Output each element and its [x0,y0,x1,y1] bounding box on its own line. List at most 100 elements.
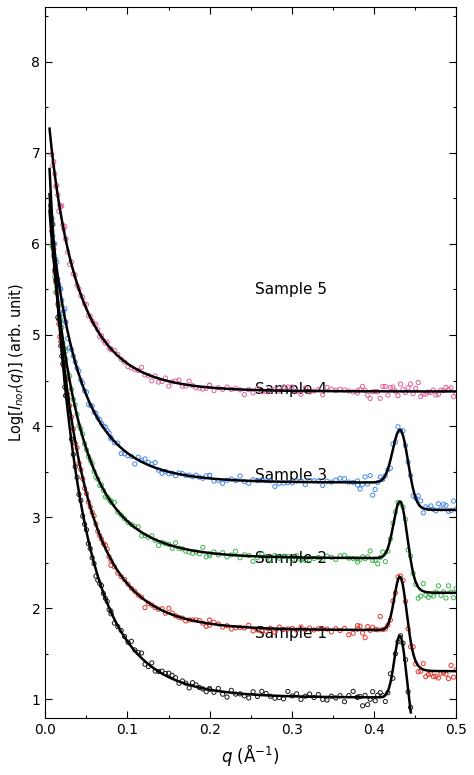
Point [138,454,146,467]
Point [425,386,432,398]
Point [306,622,313,634]
Point [94,525,101,538]
Point [310,474,318,487]
Point [349,476,357,488]
Point [172,375,179,388]
Point [384,389,392,401]
Point [361,553,369,565]
Point [394,421,402,433]
Point [419,388,427,400]
Point [151,601,159,614]
Point [59,337,66,350]
Point [107,343,115,356]
Point [49,219,56,231]
Point [410,490,417,502]
Point [425,668,432,680]
Point [179,675,186,687]
Point [94,323,101,336]
Point [59,345,66,357]
Point [445,673,452,685]
Point [55,313,63,326]
Point [366,392,374,405]
Point [414,490,422,502]
Point [62,232,70,245]
Point [192,381,200,394]
Point [223,381,231,393]
Point [60,360,68,372]
Point [394,636,402,648]
Point [57,313,64,326]
X-axis label: $q$ (Å$^{-1}$): $q$ (Å$^{-1}$) [221,742,280,768]
Point [445,580,452,592]
Point [135,521,142,533]
Point [172,610,179,622]
Point [267,553,274,566]
Point [289,381,296,393]
Point [88,400,96,412]
Point [60,305,68,317]
Point [228,383,235,395]
Point [219,546,227,559]
Point [210,546,218,558]
Point [249,474,257,486]
Point [366,624,374,636]
Point [79,428,87,440]
Point [359,700,366,712]
Point [70,422,77,435]
Point [118,447,125,460]
Point [81,298,89,310]
Point [107,343,115,355]
Point [445,505,452,518]
Point [254,382,261,394]
Point [168,607,176,619]
Point [369,686,376,698]
Point [94,574,101,587]
Point [402,653,410,666]
Point [364,389,372,401]
Point [354,384,361,397]
Point [301,690,309,702]
Point [399,637,407,649]
Point [135,451,142,463]
Point [245,384,253,396]
Point [394,496,402,508]
Point [92,407,100,419]
Point [75,488,83,501]
Point [332,622,339,635]
Point [62,316,70,329]
Point [82,386,90,398]
Point [61,381,69,394]
Point [452,663,460,676]
Point [165,467,173,480]
Point [55,318,63,330]
Point [354,623,361,636]
Point [189,614,196,626]
Point [202,551,210,563]
Point [310,384,318,397]
Point [267,622,274,635]
Point [429,384,437,396]
Point [376,610,384,622]
Point [62,389,70,401]
Point [73,442,81,454]
Point [206,683,213,695]
Point [185,546,193,558]
Point [96,479,103,491]
Point [53,275,61,288]
Point [68,383,75,395]
Point [379,546,387,558]
Point [105,427,113,439]
Point [280,623,287,636]
Point [206,379,213,391]
Point [215,381,222,394]
Point [107,496,115,508]
Point [70,350,77,362]
Point [376,551,384,563]
Point [315,622,322,635]
Point [196,471,203,484]
Point [437,503,445,515]
Point [215,618,222,630]
Point [110,496,118,508]
Point [138,647,146,660]
Point [110,617,118,629]
